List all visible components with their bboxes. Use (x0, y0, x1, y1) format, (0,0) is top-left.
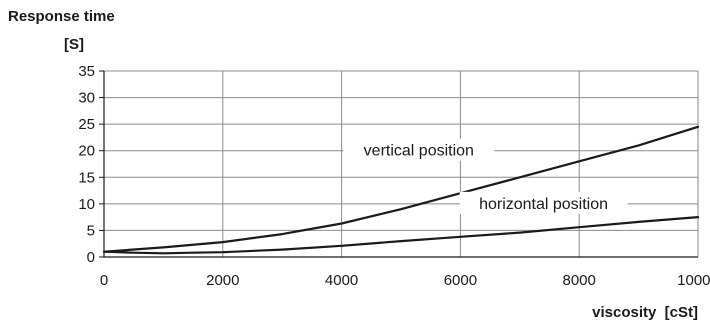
y-tick-label: 35 (78, 63, 95, 80)
y-tick-label: 30 (78, 90, 95, 107)
x-tick-label: 2000 (206, 272, 239, 289)
series-lines (102, 125, 700, 255)
y-tick-label: 20 (78, 143, 95, 160)
x-tick-label: 6000 (444, 272, 477, 289)
series-vertical-position-line (102, 125, 700, 253)
y-axis-label: Response time (8, 8, 115, 25)
y-tick-label: 10 (78, 196, 95, 213)
x-tick-label: 8000 (563, 272, 596, 289)
y-axis-unit: [S] (64, 36, 84, 53)
tick-labels: 0 5 10 15 20 25 30 35 0 2000 4000 6000 8000 10000 (78, 63, 710, 289)
y-tick-label: 25 (78, 116, 95, 133)
y-tick-label: 5 (87, 222, 95, 239)
series-horizontal-position-line (102, 216, 700, 255)
series-annotations: vertical position horizontal position (343, 138, 628, 214)
x-tick-label: 10000 (677, 272, 710, 289)
x-tick-label: 4000 (325, 272, 358, 289)
annotation-vertical-position-bg (343, 138, 495, 161)
annotation-horizontal-position: horizontal position (479, 196, 608, 213)
y-tick-label: 15 (78, 169, 95, 186)
y-tick-label: 0 (87, 249, 95, 266)
x-axis-label: viscosity [cSt] (592, 304, 698, 321)
grid (99, 70, 699, 258)
annotation-horizontal-position-bg (459, 191, 628, 214)
annotation-vertical-position: vertical position (364, 143, 474, 160)
x-tick-label: 0 (100, 272, 108, 289)
